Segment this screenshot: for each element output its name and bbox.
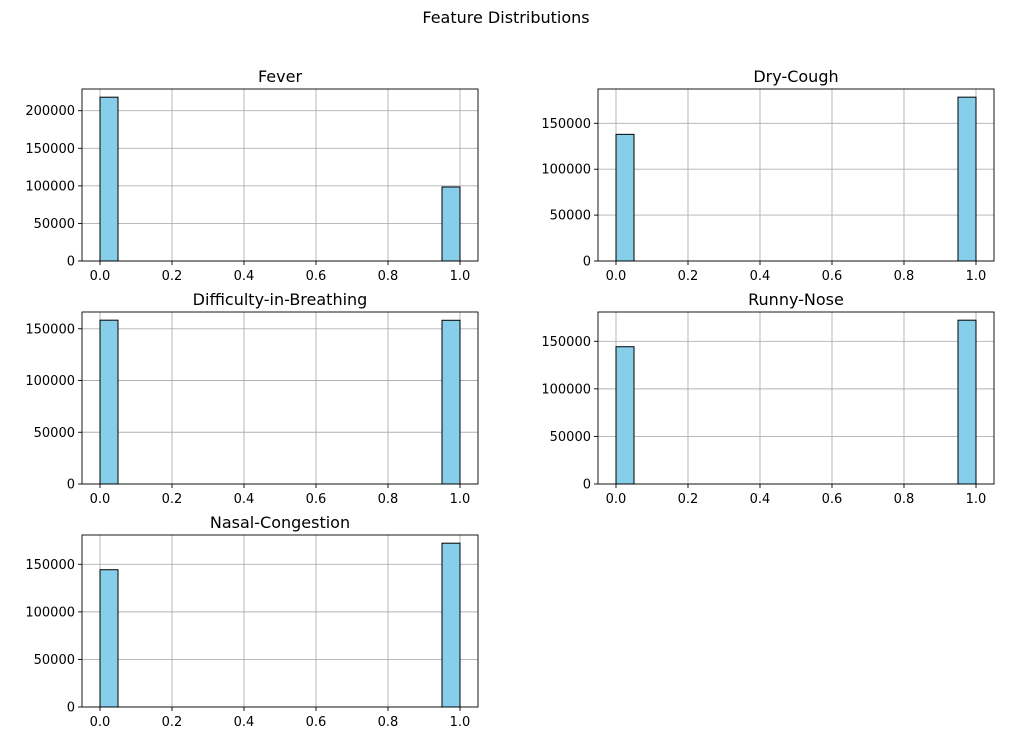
x-tick-label: 0.4 [234,269,255,284]
panel-title: Difficulty-in-Breathing [193,290,368,309]
y-tick-label: 0 [67,478,75,493]
x-tick-label: 0.2 [162,715,183,730]
x-tick-label: 0.4 [750,269,771,284]
y-tick-label: 100000 [541,163,591,178]
panel-title: Dry-Cough [753,67,838,86]
x-tick-label: 0.4 [750,492,771,507]
histogram-bar [441,319,461,485]
x-tick-label: 0.8 [378,492,399,507]
x-tick-label: 1.0 [966,269,987,284]
x-tick-label: 0.8 [894,269,915,284]
x-tick-label: 0.0 [90,715,111,730]
x-tick-label: 0.2 [162,492,183,507]
x-tick-label: 0.0 [90,492,111,507]
axes-frame [597,311,995,485]
axes-frame [81,534,479,708]
histogram-bar [957,319,977,485]
y-tick-label: 50000 [34,653,75,668]
x-tick-label: 0.2 [678,492,699,507]
figure-title: Feature Distributions [422,8,589,27]
axes-frame [81,88,479,262]
histogram-bar [957,96,977,262]
x-tick-label: 1.0 [966,492,987,507]
histogram-bar [441,186,461,262]
x-tick-label: 0.4 [234,715,255,730]
axes-frame [81,311,479,485]
x-tick-label: 0.2 [162,269,183,284]
histogram-bar [99,319,119,485]
histogram-panel-4: 0.0 0.2 0.4 0.6 0.8 1.0 0 50000 100000 150000 Runn… [541,290,995,507]
x-tick-label: 0.8 [378,269,399,284]
x-tick-label: 0.8 [894,492,915,507]
y-tick-label: 0 [67,701,75,716]
x-tick-label: 0.6 [822,492,843,507]
y-tick-label: 0 [67,255,75,270]
histogram-bar [99,96,119,262]
y-tick-label: 50000 [34,426,75,441]
y-tick-label: 100000 [25,605,75,620]
x-tick-label: 0.0 [90,269,111,284]
y-tick-label: 150000 [25,322,75,337]
histogram-bar [615,133,635,262]
y-tick-label: 100000 [541,382,591,397]
histogram-bar [615,346,635,485]
x-tick-label: 0.6 [306,269,327,284]
y-tick-label: 50000 [550,209,591,224]
y-tick-label: 150000 [25,142,75,157]
y-tick-label: 150000 [541,335,591,350]
x-tick-label: 0.0 [606,492,627,507]
histogram-panel-1: 0.0 0.2 0.4 0.6 0.8 1.0 0 50000 100000 150000 2000… [25,67,479,284]
histogram-panel-3: 0.0 0.2 0.4 0.6 0.8 1.0 0 50000 100000 150000 Diff… [25,290,479,507]
histogram-bar [99,569,119,708]
panel-title: Runny-Nose [748,290,844,309]
y-tick-label: 50000 [550,430,591,445]
x-tick-label: 1.0 [450,269,471,284]
histogram-panel-2: 0.0 0.2 0.4 0.6 0.8 1.0 0 50000 100000 150000 Dry-… [541,67,995,284]
x-tick-label: 0.8 [378,715,399,730]
y-tick-label: 150000 [25,558,75,573]
x-tick-label: 0.0 [606,269,627,284]
x-tick-label: 0.6 [306,492,327,507]
y-tick-label: 0 [583,255,591,270]
x-tick-label: 0.2 [678,269,699,284]
histogram-bar [441,542,461,708]
x-tick-label: 0.6 [306,715,327,730]
axes-frame [597,88,995,262]
panel-title: Fever [258,67,302,86]
y-tick-label: 0 [583,478,591,493]
x-tick-label: 1.0 [450,715,471,730]
panel-title: Nasal-Congestion [210,513,350,532]
x-tick-label: 0.4 [234,492,255,507]
y-tick-label: 150000 [541,117,591,132]
y-tick-label: 50000 [34,217,75,232]
histogram-panel-5: 0.0 0.2 0.4 0.6 0.8 1.0 0 50000 100000 150000 Nasa… [25,513,479,730]
x-tick-label: 0.6 [822,269,843,284]
y-tick-label: 200000 [25,104,75,119]
y-tick-label: 100000 [25,374,75,389]
y-tick-label: 100000 [25,179,75,194]
x-tick-label: 1.0 [450,492,471,507]
